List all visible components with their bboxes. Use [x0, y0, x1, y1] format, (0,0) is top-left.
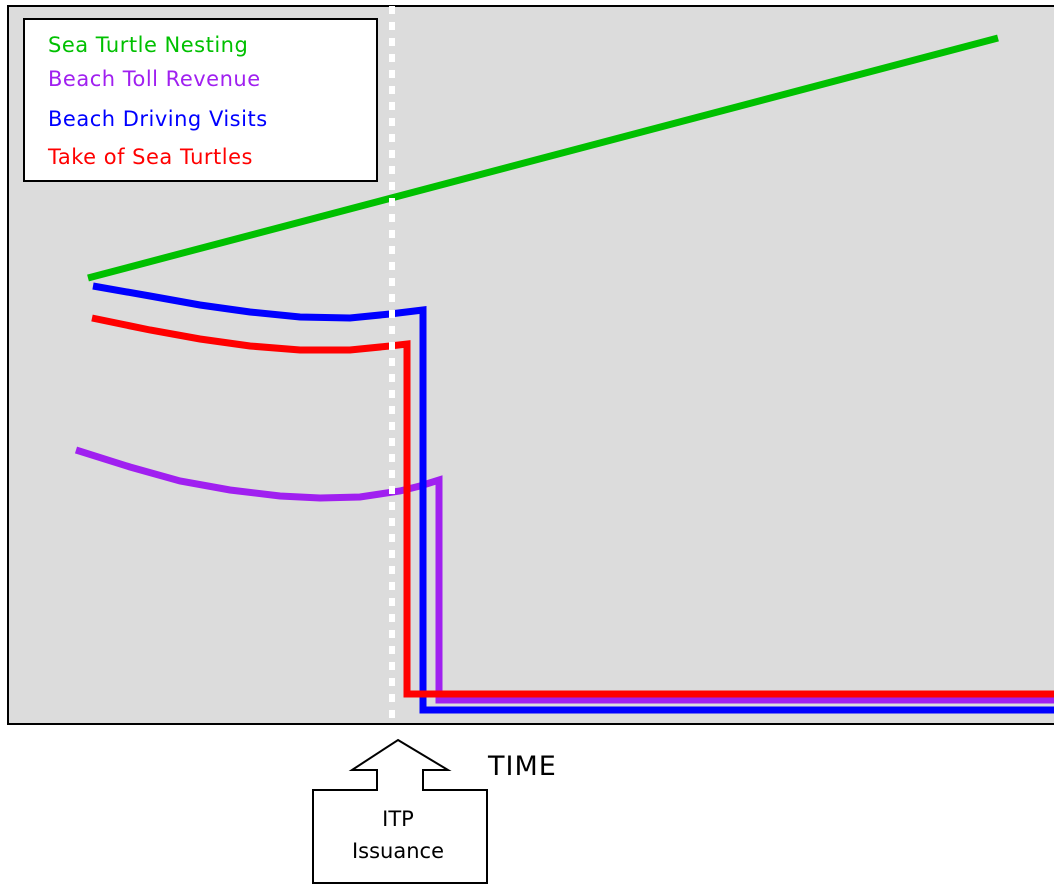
series-line-sea-turtle-nesting [87, 34, 999, 282]
legend: Sea Turtle Nesting Beach Toll Revenue Be… [23, 18, 378, 182]
x-axis-label: TIME [487, 751, 557, 782]
series-line-beach-toll-revenue [74, 446, 1054, 704]
legend-entry-take-of-sea-turtles: Take of Sea Turtles [47, 145, 253, 169]
legend-entry-beach-driving-visits: Beach Driving Visits [48, 107, 268, 131]
legend-entry-sea-turtle-nesting: Sea Turtle Nesting [48, 33, 248, 57]
callout-arrow-shape [312, 738, 488, 884]
series-line-take-of-sea-turtles [91, 314, 1054, 698]
series-line-beach-driving-visits [92, 282, 1054, 714]
itp-issuance-callout: ITP Issuance [312, 738, 488, 884]
callout-label-itp: ITP [382, 807, 414, 831]
legend-entry-beach-toll-revenue: Beach Toll Revenue [48, 67, 261, 91]
callout-label-issuance: Issuance [352, 839, 444, 863]
legend-box [23, 18, 378, 182]
